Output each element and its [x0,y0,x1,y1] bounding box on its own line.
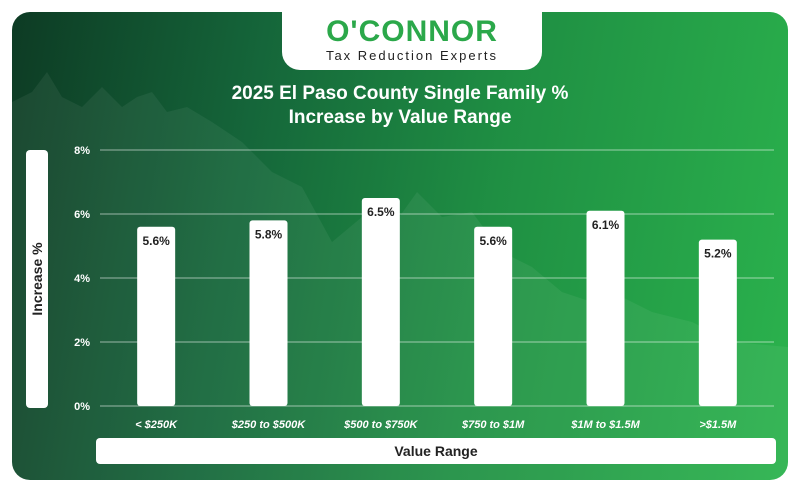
x-tick-label: $250 to $500K [231,419,306,431]
y-tick-label: 8% [74,145,90,157]
x-tick-label: $750 to $1M [461,419,525,431]
bar-value-label: 5.6% [142,234,170,248]
logo-tagline: Tax Reduction Experts [325,48,499,63]
y-tick-label: 2% [74,337,90,349]
chart-card: O'CONNOR Tax Reduction Experts 2025 El P… [12,12,788,480]
bar [137,226,176,406]
chart-title-line-2: Increase by Value Range [288,107,512,128]
y-tick-label: 4% [74,273,90,285]
chart-title-line-1: 2025 El Paso County Single Family % [231,83,569,104]
bar-value-label: 5.8% [255,227,283,241]
logo: O'CONNOR Tax Reduction Experts [282,12,542,70]
bar [361,198,400,406]
x-tick-label: $1M to $1.5M [570,419,640,431]
x-axis-label: Value Range [96,438,776,464]
bar-value-label: 6.5% [367,205,395,219]
bar [698,239,737,406]
bar [474,226,513,406]
y-axis-label-box [26,150,48,408]
bar-value-label: 5.2% [704,247,732,261]
x-tick-label: $500 to $750K [343,419,418,431]
x-tick-label: < $250K [135,419,178,431]
bar-value-label: 6.1% [592,218,620,232]
y-tick-label: 6% [74,209,90,221]
bar-chart: 0% 2% 4% 6% 8% 5.6% < $250K 5.8% $250 to $500K 6.… [74,145,774,431]
bar-value-label: 5.6% [479,234,507,248]
logo-wordmark: O'CONNOR [326,15,498,48]
y-tick-label: 0% [74,401,90,413]
x-tick-label: >$1.5M [699,419,737,431]
chart-title: 2025 El Paso County Single Family % Incr… [162,82,638,130]
bar [249,220,288,406]
bar [586,210,625,406]
